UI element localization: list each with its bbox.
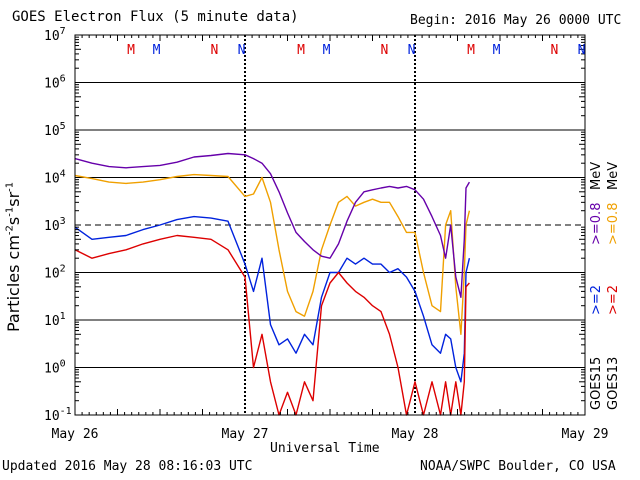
tick-labels: 107 106 105 104 103 102 101 100 10-1 May 26 May 27… bbox=[44, 26, 608, 442]
y-tick-label: 101 bbox=[44, 311, 66, 329]
legend-goes15: GOES15 bbox=[589, 356, 604, 410]
series-layer bbox=[74, 152, 471, 416]
x-tick-label: May 29 bbox=[562, 427, 609, 442]
legend-ge2-goes15: >=2 bbox=[589, 284, 604, 315]
series-line-2 bbox=[74, 215, 471, 383]
y-tick-label: 105 bbox=[44, 121, 66, 139]
day-marker-n: N bbox=[238, 43, 246, 58]
legend-unit-goes13: MeV bbox=[606, 161, 621, 190]
y-tick-label: 103 bbox=[44, 216, 66, 234]
series-line-1 bbox=[74, 173, 471, 335]
chart-title: GOES Electron Flux (5 minute data) bbox=[12, 9, 299, 25]
y-tick-label: 104 bbox=[44, 169, 66, 187]
y-tick-label: 106 bbox=[44, 74, 66, 92]
day-marker-m: M bbox=[297, 43, 305, 58]
day-marker-m: M bbox=[127, 43, 135, 58]
x-tick-label: May 26 bbox=[52, 427, 99, 442]
y-tick-label: 102 bbox=[44, 264, 66, 282]
day-dividers bbox=[244, 35, 416, 415]
series-line-3 bbox=[74, 234, 470, 416]
day-marker-m: M bbox=[153, 43, 161, 58]
begin-time: Begin: 2016 May 26 0000 UTC bbox=[410, 13, 622, 28]
legend-unit-goes15: MeV bbox=[589, 161, 604, 190]
day-marker-n: N bbox=[380, 43, 388, 58]
day-marker-m: M bbox=[493, 43, 501, 58]
series-line-0 bbox=[74, 152, 471, 298]
y-tick-label: 107 bbox=[44, 26, 66, 44]
x-tick-label: May 28 bbox=[392, 427, 439, 442]
ticks bbox=[75, 35, 585, 415]
legend-ge08-goes13: >=0.8 bbox=[606, 202, 621, 245]
gridlines bbox=[75, 82, 585, 368]
credit-line: NOAA/SWPC Boulder, CO USA bbox=[420, 459, 616, 474]
day-marker-n: N bbox=[578, 43, 586, 58]
day-marker-m: M bbox=[323, 43, 331, 58]
updated-timestamp: Updated 2016 May 28 08:16:03 UTC bbox=[2, 459, 253, 474]
legend-ge08-goes15: >=0.8 bbox=[589, 202, 604, 245]
legend-goes13: GOES13 bbox=[606, 356, 621, 410]
day-marker-n: N bbox=[550, 43, 558, 58]
legend-ge2-goes13: >=2 bbox=[606, 284, 621, 315]
y-tick-label: 100 bbox=[44, 359, 66, 377]
x-tick-label: May 27 bbox=[222, 427, 269, 442]
x-axis-label: Universal Time bbox=[270, 441, 380, 456]
y-tick-label: 10-1 bbox=[44, 406, 72, 424]
day-marker-n: N bbox=[408, 43, 416, 58]
day-marker-n: N bbox=[210, 43, 218, 58]
day-marker-m: M bbox=[467, 43, 475, 58]
